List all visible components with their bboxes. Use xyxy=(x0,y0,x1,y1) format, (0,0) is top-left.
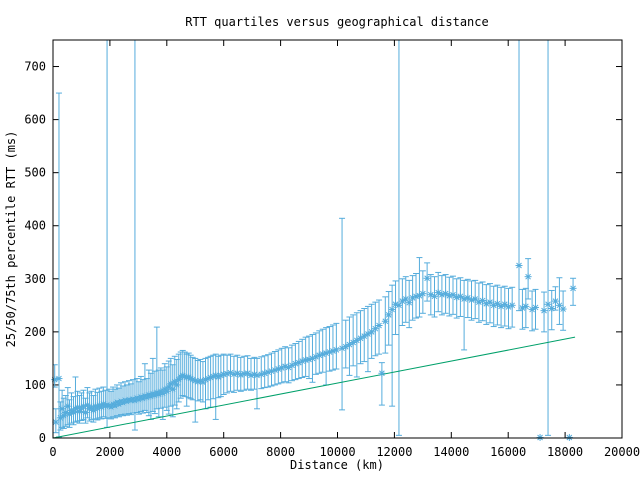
data-point-marker xyxy=(332,346,340,354)
data-point-marker xyxy=(565,433,573,441)
data-point-marker xyxy=(522,302,530,310)
x-axis-label: Distance (km) xyxy=(290,458,384,472)
data-point-marker xyxy=(486,298,494,306)
x-tick-label: 12000 xyxy=(376,445,412,459)
data-point-marker xyxy=(449,291,457,299)
data-point-marker xyxy=(471,295,479,303)
data-point-marker xyxy=(532,303,540,311)
data-point-marker xyxy=(291,360,299,368)
data-point-marker xyxy=(508,301,516,309)
data-point-marker xyxy=(479,297,487,305)
data-point-marker xyxy=(405,299,413,307)
reference-line xyxy=(53,336,576,438)
y-tick-label: 600 xyxy=(24,113,46,127)
x-tick-label: 16000 xyxy=(490,445,526,459)
y-tick-label: 700 xyxy=(24,60,46,74)
data-point-marker xyxy=(274,365,282,373)
data-point-marker xyxy=(456,292,464,300)
data-point-marker xyxy=(281,362,289,370)
data-point-marker xyxy=(536,433,544,441)
data-point-marker xyxy=(464,294,472,302)
data-point-marker xyxy=(548,305,556,313)
x-tick-label: 0 xyxy=(49,445,56,459)
data-point-marker xyxy=(385,311,393,319)
chart-title: RTT quartiles versus geographical distan… xyxy=(185,15,488,29)
data-point-marker xyxy=(315,351,323,359)
data-point-marker xyxy=(79,402,87,410)
x-tick-label: 6000 xyxy=(209,445,238,459)
data-point-marker xyxy=(423,274,431,282)
data-point-marker xyxy=(515,262,523,270)
data-point-marker xyxy=(368,328,376,336)
data-point-marker xyxy=(378,369,386,377)
x-tick-label: 20000 xyxy=(604,445,640,459)
x-tick-label: 2000 xyxy=(95,445,124,459)
x-tick-label: 14000 xyxy=(433,445,469,459)
error-bars-series xyxy=(53,40,577,438)
y-tick-label: 500 xyxy=(24,166,46,180)
data-point-marker xyxy=(493,300,501,308)
data-point-marker xyxy=(173,381,181,389)
median-markers xyxy=(51,262,577,441)
data-point-marker xyxy=(139,395,147,403)
y-tick-label: 100 xyxy=(24,378,46,392)
x-tick-label: 10000 xyxy=(319,445,355,459)
y-axis-label: 25/50/75th percentile RTT (ms) xyxy=(4,131,18,348)
data-point-marker xyxy=(569,284,577,292)
data-point-marker xyxy=(559,305,567,313)
data-point-marker xyxy=(52,418,60,426)
data-point-marker xyxy=(375,321,383,329)
data-point-marker xyxy=(497,302,505,310)
data-point-marker xyxy=(395,301,403,309)
x-tick-label: 4000 xyxy=(152,445,181,459)
data-point-marker xyxy=(253,371,261,379)
data-point-marker xyxy=(388,306,396,314)
plot-border xyxy=(52,39,623,439)
data-point-marker xyxy=(524,273,532,281)
x-tick-label: 8000 xyxy=(266,445,295,459)
data-point-marker xyxy=(501,300,509,308)
data-point-marker xyxy=(55,375,63,383)
axes: 0 2000 4000 6000 8000 10000 12000 14000 16000 180… xyxy=(24,40,640,459)
y-tick-label: 200 xyxy=(24,325,46,339)
data-point-marker xyxy=(540,307,548,315)
y-tick-label: 300 xyxy=(24,272,46,286)
y-tick-label: 0 xyxy=(39,431,46,445)
x-tick-label: 18000 xyxy=(547,445,583,459)
data-point-marker xyxy=(419,290,427,298)
data-point-marker xyxy=(381,317,389,325)
data-point-marker xyxy=(271,366,279,374)
y-tick-label: 400 xyxy=(24,219,46,233)
